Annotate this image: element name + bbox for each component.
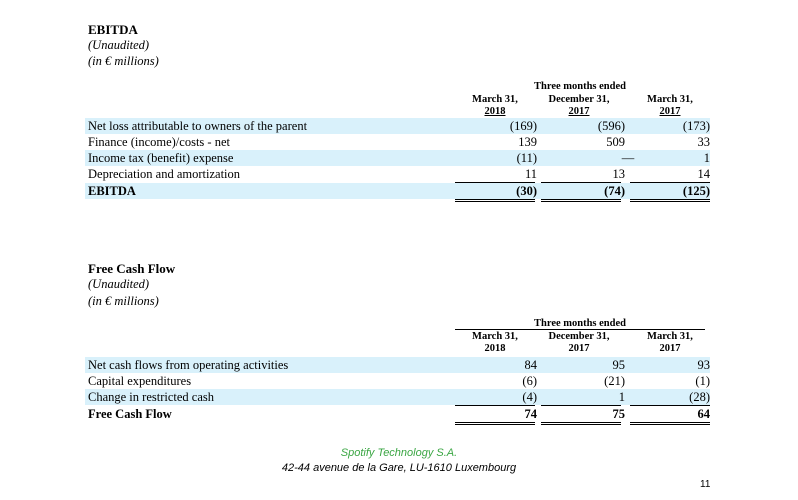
row-value-dec-2017: 509 bbox=[606, 135, 625, 149]
row-value-dec-2017: 13 bbox=[612, 167, 626, 181]
fcf-subtotal-rule-1 bbox=[455, 405, 535, 406]
fcf-unaudited-note: (Unaudited) bbox=[88, 277, 150, 291]
ebitda-subtotal-rule-3 bbox=[630, 182, 710, 183]
row-value-mar-2017: 64 bbox=[697, 407, 711, 421]
fcf-row-operating: Net cash flows from operating activities… bbox=[85, 357, 710, 373]
page-number: 11 bbox=[700, 479, 711, 490]
row-label: Income tax (benefit) expense bbox=[88, 151, 234, 165]
row-value-mar-2018: (169) bbox=[509, 119, 537, 133]
ebitda-row-net-loss: Net loss attributable to owners of the p… bbox=[85, 118, 710, 134]
ebitda-col-header-2-line2: 2017 bbox=[568, 106, 590, 117]
ebitda-units-note: (in € millions) bbox=[88, 54, 159, 68]
ebitda-col-header-2: December 31, 2017 bbox=[537, 94, 621, 118]
row-value-dec-2017: 1 bbox=[618, 390, 625, 404]
fcf-total-rule-1b bbox=[455, 424, 535, 425]
fcf-row-restricted-cash: Change in restricted cash (4) 1 (28) bbox=[85, 389, 710, 405]
fcf-title: Free Cash Flow bbox=[88, 261, 176, 276]
row-label: Capital expenditures bbox=[88, 374, 192, 388]
row-value-mar-2017: 14 bbox=[697, 167, 711, 181]
fcf-total-rule-2b bbox=[541, 424, 621, 425]
fcf-subtotal-rule-3 bbox=[630, 405, 710, 406]
ebitda-col-header-3-line1: March 31, bbox=[647, 94, 693, 105]
row-value-dec-2017: (74) bbox=[604, 184, 625, 198]
ebitda-subtotal-rule-2 bbox=[541, 182, 621, 183]
fcf-total-rule-3a bbox=[630, 422, 710, 423]
row-value-dec-2017: 75 bbox=[612, 407, 626, 421]
fcf-col-header-2-line1: December 31, bbox=[548, 331, 610, 342]
ebitda-row-income-tax: Income tax (benefit) expense (11) — 1 bbox=[85, 150, 710, 166]
fcf-col-header-3-line1: March 31, bbox=[647, 331, 693, 342]
ebitda-total-rule-3b bbox=[630, 201, 710, 202]
row-value-mar-2018: 74 bbox=[524, 407, 538, 421]
fcf-col-header-3-line2: 2017 bbox=[659, 343, 681, 354]
row-value-mar-2017: 33 bbox=[697, 135, 711, 149]
row-value-dec-2017: — bbox=[621, 151, 635, 165]
row-label: Free Cash Flow bbox=[88, 407, 172, 421]
row-value-mar-2018: (30) bbox=[516, 184, 537, 198]
ebitda-total-rule-1a bbox=[455, 199, 535, 200]
fcf-col-header-1: March 31, 2018 bbox=[455, 331, 535, 355]
fcf-col-header-3: March 31, 2017 bbox=[630, 331, 710, 355]
row-value-mar-2018: (11) bbox=[516, 151, 537, 165]
ebitda-subtotal-rule-1 bbox=[455, 182, 535, 183]
row-value-mar-2017: (173) bbox=[682, 119, 710, 133]
fcf-total-rule-1a bbox=[455, 422, 535, 423]
row-value-mar-2017: (125) bbox=[682, 184, 710, 198]
ebitda-title: EBITDA bbox=[88, 22, 138, 37]
ebitda-col-header-3: March 31, 2017 bbox=[630, 94, 710, 118]
ebitda-total-rule-1b bbox=[455, 201, 535, 202]
ebitda-row-depreciation: Depreciation and amortization 11 13 14 bbox=[85, 166, 710, 182]
ebitda-col-header-1-line2: 2018 bbox=[484, 106, 506, 117]
row-value-mar-2018: (6) bbox=[522, 374, 537, 388]
fcf-span-header: Three months ended bbox=[534, 318, 626, 329]
fcf-units-note: (in € millions) bbox=[88, 294, 159, 308]
ebitda-row-finance: Finance (income)/costs - net 139 509 33 bbox=[85, 134, 710, 150]
fcf-header-rule bbox=[455, 329, 705, 330]
row-label: Depreciation and amortization bbox=[88, 167, 241, 181]
ebitda-col-header-1-line1: March 31, bbox=[472, 94, 518, 105]
fcf-col-header-2-line2: 2017 bbox=[568, 343, 590, 354]
row-value-dec-2017: 95 bbox=[612, 358, 626, 372]
row-label: Net cash flows from operating activities bbox=[88, 358, 289, 372]
ebitda-total-rule-2b bbox=[541, 201, 621, 202]
row-value-dec-2017: (21) bbox=[604, 374, 625, 388]
ebitda-row-total: EBITDA (30) (74) (125) bbox=[85, 183, 710, 199]
row-value-mar-2017: 93 bbox=[697, 358, 711, 372]
row-label: Finance (income)/costs - net bbox=[88, 135, 230, 149]
row-value-mar-2018: (4) bbox=[522, 390, 537, 404]
ebitda-total-rule-3a bbox=[630, 199, 710, 200]
row-label: Net loss attributable to owners of the p… bbox=[88, 119, 308, 133]
fcf-total-rule-3b bbox=[630, 424, 710, 425]
row-value-mar-2018: 84 bbox=[524, 358, 538, 372]
ebitda-col-header-1: March 31, 2018 bbox=[455, 94, 535, 118]
footer-company-name: Spotify Technology S.A. bbox=[340, 447, 458, 459]
fcf-row-total: Free Cash Flow 74 75 64 bbox=[85, 406, 710, 422]
row-value-dec-2017: (596) bbox=[597, 119, 625, 133]
row-label: Change in restricted cash bbox=[88, 390, 214, 404]
fcf-total-rule-2a bbox=[541, 422, 621, 423]
fcf-row-capex: Capital expenditures (6) (21) (1) bbox=[85, 373, 710, 389]
fcf-col-header-1-line1: March 31, bbox=[472, 331, 518, 342]
row-value-mar-2017: (1) bbox=[695, 374, 710, 388]
row-value-mar-2018: 139 bbox=[518, 135, 537, 149]
row-label: EBITDA bbox=[88, 184, 136, 198]
ebitda-col-header-2-line1: December 31, bbox=[548, 94, 610, 105]
ebitda-span-header: Three months ended bbox=[534, 81, 626, 92]
row-value-mar-2017: (28) bbox=[689, 390, 710, 404]
fcf-col-header-1-line2: 2018 bbox=[484, 343, 506, 354]
row-value-mar-2017: 1 bbox=[703, 151, 710, 165]
fcf-col-header-2: December 31, 2017 bbox=[537, 331, 621, 355]
footer-address: 42-44 avenue de la Gare, LU-1610 Luxembo… bbox=[281, 462, 517, 474]
ebitda-total-rule-2a bbox=[541, 199, 621, 200]
ebitda-col-header-3-line2: 2017 bbox=[659, 106, 681, 117]
fcf-subtotal-rule-2 bbox=[541, 405, 621, 406]
row-value-mar-2018: 11 bbox=[524, 167, 537, 181]
ebitda-unaudited-note: (Unaudited) bbox=[88, 38, 150, 52]
